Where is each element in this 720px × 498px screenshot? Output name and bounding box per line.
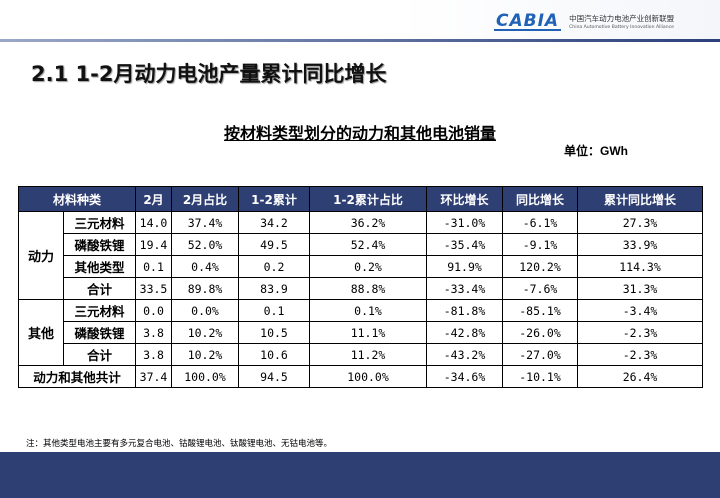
col-header-yoy: 同比增长 (502, 186, 579, 212)
cum-yoy-growth: 26.4% (577, 365, 704, 388)
table-row: 磷酸铁锂 19.4 52.0% 49.5 52.4% -35.4% -9.1% … (19, 233, 704, 256)
material-type: 三元材料 (62, 211, 137, 234)
yoy-growth: -6.1% (502, 211, 579, 234)
header-divider (0, 39, 720, 42)
yoy-growth: -85.1% (502, 299, 579, 322)
table-row: 磷酸铁锂 3.8 10.2% 10.5 11.1% -42.8% -26.0% … (19, 321, 704, 344)
feb-value: 3.8 (135, 343, 173, 366)
cum-value: 94.5 (238, 365, 311, 388)
logo-mark: CABIA (494, 11, 562, 31)
cum-yoy-growth: -2.3% (577, 343, 704, 366)
cabia-logo: CABIA 中国汽车动力电池产业创新联盟 China Automotive Ba… (494, 10, 674, 34)
table-row: 其他 三元材料 0.0 0.0% 0.1 0.1% -81.8% -85.1% … (18, 299, 704, 366)
cum-yoy-growth: -2.3% (577, 321, 704, 344)
feb-value: 0.0 (135, 299, 173, 322)
material-type: 三元材料 (62, 299, 137, 322)
cum-share: 0.2% (309, 255, 428, 278)
group-label-other: 其他 (18, 299, 64, 366)
feb-value: 3.8 (135, 321, 173, 344)
header-band (0, 0, 720, 40)
feb-share: 52.0% (171, 233, 240, 256)
material-type: 磷酸铁锂 (62, 321, 137, 344)
table-row: 合计 3.8 10.2% 10.6 11.2% -43.2% -27.0% -2… (19, 343, 704, 366)
yoy-growth: -10.1% (502, 365, 579, 388)
feb-share: 37.4% (171, 211, 240, 234)
footnote: 注：其他类型电池主要有多元复合电池、钴酸锂电池、钛酸锂电池、无钴电池等。 (26, 439, 333, 449)
feb-share: 10.2% (171, 321, 240, 344)
yoy-growth: -27.0% (502, 343, 579, 366)
feb-share: 0.4% (171, 255, 240, 278)
table-row: 动力 三元材料 14.0 37.4% 34.2 36.2% -31.0% -6.… (18, 211, 704, 300)
mom-growth: 91.9% (426, 255, 504, 278)
feb-share: 89.8% (171, 277, 240, 300)
cum-yoy-growth: -3.4% (577, 299, 704, 322)
yoy-growth: -26.0% (502, 321, 579, 344)
mom-growth: -81.8% (426, 299, 504, 322)
cum-value: 83.9 (238, 277, 311, 300)
org-name-cn: 中国汽车动力电池产业创新联盟 (569, 13, 675, 23)
feb-value: 0.1 (135, 255, 173, 278)
col-header-cum-share: 1-2累计占比 (309, 186, 428, 212)
feb-share: 10.2% (171, 343, 240, 366)
cum-share: 88.8% (309, 277, 428, 300)
cum-share: 36.2% (309, 211, 428, 234)
mom-growth: -35.4% (426, 233, 504, 256)
logo-text: 中国汽车动力电池产业创新联盟 China Automotive Battery … (569, 14, 674, 31)
footer-band (0, 452, 720, 498)
table-total-row: 动力和其他共计 37.4 100.0% 94.5 100.0% -34.6% -… (17, 365, 704, 388)
sales-table: 材料种类 2月 2月占比 1-2累计 1-2累计占比 环比增长 同比增长 累计同… (17, 186, 704, 388)
feb-value: 19.4 (135, 233, 173, 256)
mom-growth: -31.0% (426, 211, 504, 234)
material-type: 磷酸铁锂 (62, 233, 137, 256)
material-type: 合计 (62, 277, 137, 300)
mom-growth: -33.4% (426, 277, 504, 300)
yoy-growth: 120.2% (502, 255, 579, 278)
unit-label: 单位：GWh (564, 144, 628, 158)
slide-title: 2.1 1-2月动力电池产量累计同比增长 (31, 62, 387, 86)
col-header-feb-share: 2月占比 (171, 186, 240, 212)
cum-share: 100.0% (309, 365, 428, 388)
yoy-growth: -9.1% (502, 233, 579, 256)
table-header-row: 材料种类 2月 2月占比 1-2累计 1-2累计占比 环比增长 同比增长 累计同… (17, 186, 704, 212)
table-row: 其他类型 0.1 0.4% 0.2 0.2% 91.9% 120.2% 114.… (19, 255, 704, 278)
feb-value: 37.4 (135, 365, 173, 388)
feb-share: 0.0% (171, 299, 240, 322)
cum-value: 10.6 (238, 343, 311, 366)
cum-value: 34.2 (238, 211, 311, 234)
total-label: 动力和其他共计 (17, 365, 137, 388)
mom-growth: -34.6% (426, 365, 504, 388)
col-header-feb: 2月 (135, 186, 173, 212)
group-label-power: 动力 (18, 211, 64, 300)
col-header-cum: 1-2累计 (238, 186, 311, 212)
yoy-growth: -7.6% (502, 277, 579, 300)
col-header-mom: 环比增长 (426, 186, 504, 212)
material-type: 其他类型 (62, 255, 137, 278)
cum-share: 0.1% (309, 299, 428, 322)
col-header-material: 材料种类 (17, 186, 137, 212)
cum-share: 11.2% (309, 343, 428, 366)
mom-growth: -42.8% (426, 321, 504, 344)
cum-value: 10.5 (238, 321, 311, 344)
feb-value: 14.0 (135, 211, 173, 234)
cum-value: 0.1 (238, 299, 311, 322)
material-type: 合计 (62, 343, 137, 366)
feb-value: 33.5 (135, 277, 173, 300)
cum-value: 49.5 (238, 233, 311, 256)
mom-growth: -43.2% (426, 343, 504, 366)
cum-value: 0.2 (238, 255, 311, 278)
cum-yoy-growth: 27.3% (577, 211, 704, 234)
table-title: 按材料类型划分的动力和其他电池销量 (223, 124, 496, 143)
cum-yoy-growth: 33.9% (577, 233, 704, 256)
cum-yoy-growth: 31.3% (577, 277, 704, 300)
cum-share: 52.4% (309, 233, 428, 256)
org-name-en: China Automotive Battery Innovation Alli… (569, 24, 674, 30)
cum-yoy-growth: 114.3% (577, 255, 704, 278)
cum-share: 11.1% (309, 321, 428, 344)
table-row: 合计 33.5 89.8% 83.9 88.8% -33.4% -7.6% 31… (19, 277, 704, 300)
feb-share: 100.0% (171, 365, 240, 388)
col-header-cum-yoy: 累计同比增长 (577, 186, 704, 212)
